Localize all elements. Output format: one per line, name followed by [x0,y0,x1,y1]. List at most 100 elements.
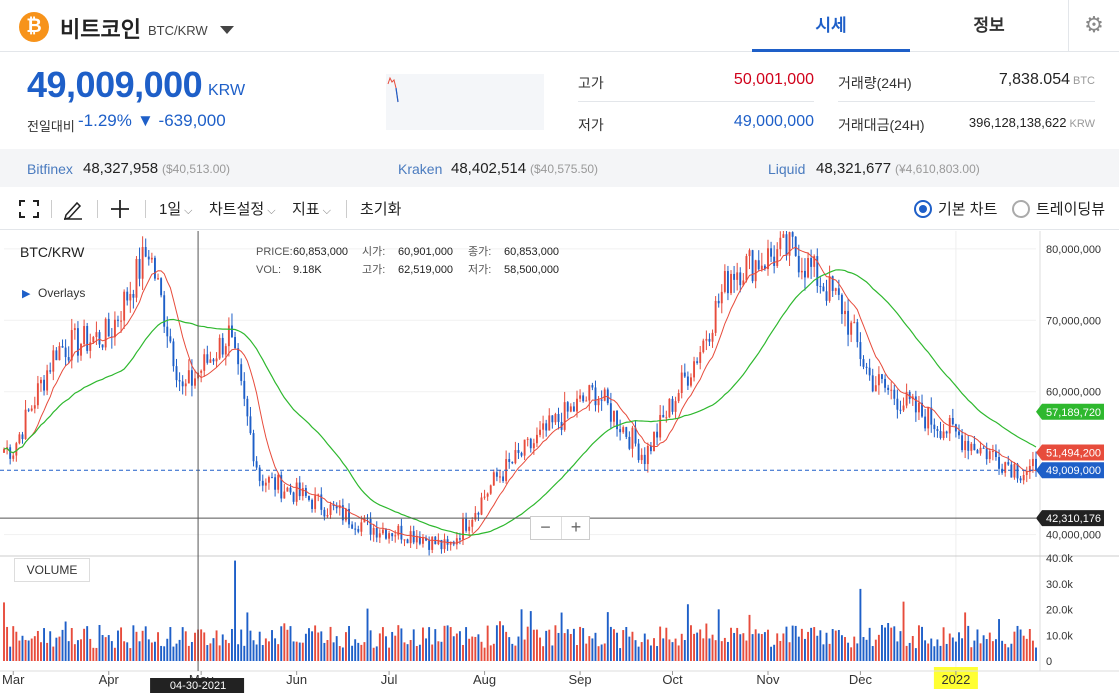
candle-body [677,393,680,402]
candle-body [354,528,357,530]
candle-body [628,436,631,449]
info-field: 62,519,000 [398,264,453,276]
volume-bar [1028,628,1031,661]
candle-body [917,402,920,413]
volume-bar [15,631,18,661]
candle-body [699,352,702,363]
volume-bar [157,632,159,661]
tab-info[interactable]: 정보 [973,16,1005,35]
volume-bar [455,633,458,661]
chevron-down-icon[interactable] [220,26,234,34]
volume-bar [83,628,86,661]
gear-icon[interactable]: ⚙ [1068,0,1119,52]
period-dropdown[interactable]: 1일 ⌵ [159,198,193,219]
candle-body [200,370,203,373]
radio-basic-chart-label[interactable]: 기본 차트 [938,201,998,218]
volume-bar [680,633,683,661]
volume-bar [227,643,230,661]
candle-body [711,332,714,342]
candle-body [234,337,236,349]
indicators-dropdown[interactable]: 지표 ⌵ [292,198,331,219]
radio-basic-chart[interactable] [914,200,932,218]
candle-body [369,518,372,535]
volume-bar [123,641,126,661]
volume-bar [120,627,123,661]
coin-pair[interactable]: BTC/KRW [148,23,208,38]
volume-bar [181,627,184,661]
tab-price[interactable]: 시세 [752,0,910,52]
volume-bar [471,636,474,661]
volume-bar [723,637,726,661]
volume-bar [286,629,289,661]
volume-bar [770,646,773,661]
candle-body [166,326,169,337]
exchange-name-bitfinex[interactable]: Bitfinex [27,161,73,177]
volume-bar [548,629,551,661]
candle-body [532,443,535,449]
candle-body [526,438,529,440]
crosshair-icon[interactable] [110,199,130,219]
exchange-name-liquid[interactable]: Liquid [768,161,806,177]
zoom-out-button[interactable]: − [540,517,551,537]
volume-bar [169,627,172,661]
candle-body [881,374,883,379]
candle-body [237,348,240,365]
volume-bar [261,645,264,661]
candle-body [634,427,637,444]
exchange-name-kraken[interactable]: Kraken [398,161,443,177]
volume-bar [335,636,338,661]
chart-svg[interactable]: 80,000,000 70,000,000 60,000,000 40,000,000… [0,222,1119,698]
volume-bar [495,625,498,661]
volume-number: 7,838.054 [998,71,1070,88]
radio-tradingview[interactable] [1012,200,1030,218]
candle-body [523,439,526,456]
candle-body [517,450,520,453]
candle-body [791,232,794,237]
price-chart[interactable]: 80,000,000 70,000,000 60,000,000 40,000,000… [0,222,1119,698]
candle-body [1001,468,1004,473]
candle-body [107,318,110,337]
price-marker: 51,494,200 [1036,444,1104,461]
coin-name[interactable]: 비트코인 [60,17,141,42]
volume-bar [508,637,511,661]
volume-bar [1035,647,1037,661]
y-tick-label: 70,000,000 [1046,315,1101,327]
chart-settings-dropdown[interactable]: 차트설정 ⌵ [209,198,276,219]
candle-body [951,417,954,425]
candle-body [317,494,320,496]
volume-label[interactable]: VOLUME [14,558,90,582]
candle-body [600,399,603,401]
volume-bar [126,642,129,661]
pencil-icon[interactable] [63,198,83,220]
candle-body [184,383,187,387]
volume-bar [172,646,175,661]
sparkline [386,74,544,130]
candle-body [686,376,689,386]
candle-body [163,295,166,327]
candle-body [437,539,440,545]
volume-bar [298,642,301,661]
x-tick-label: Sep [569,672,592,687]
bitcoin-icon: ₿ [19,12,49,42]
volume-bar [921,626,923,661]
volume-bar [554,625,557,661]
period-label: 1일 [159,201,182,218]
volume-bar [859,588,862,661]
volume-bar [434,629,437,661]
zoom-in-button[interactable]: + [561,517,590,539]
radio-tradingview-label[interactable]: 트레이딩뷰 [1036,201,1106,218]
candle-body [351,524,354,529]
candle-body [64,347,67,358]
overlays-label: Overlays [38,286,85,300]
candle-body [902,405,905,411]
volume-bar [659,626,662,661]
reset-button[interactable]: 초기화 [360,201,402,218]
candle-body [785,234,788,256]
volume-bar [80,639,82,661]
candle-body [36,383,39,406]
price-unit: KRW [208,82,246,99]
fullscreen-icon[interactable] [19,200,39,218]
candle-body [98,332,101,345]
candle-body [890,389,893,391]
volume-bar [656,646,659,661]
